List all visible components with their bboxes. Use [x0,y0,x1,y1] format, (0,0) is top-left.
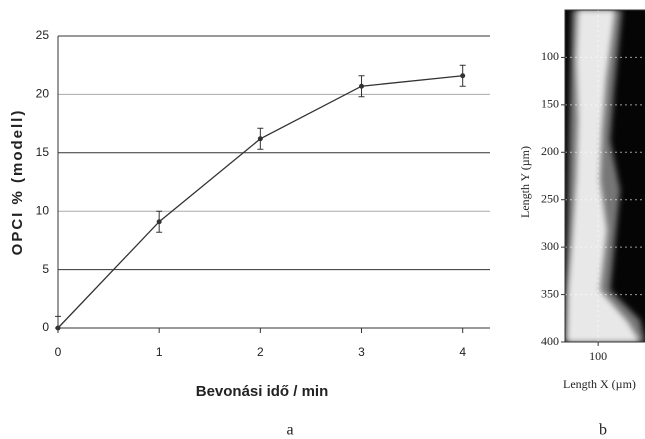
y-tick-label: 150 [541,97,559,111]
panel-label: b [599,422,607,439]
y-tick-label: 20 [36,87,50,101]
y-tick-label: 350 [541,286,559,300]
x-tick-label: 2 [257,345,264,359]
data-point [460,73,466,79]
micrograph [565,10,645,342]
data-point [156,219,162,225]
y-tick-label: 250 [541,191,559,205]
x-tick-label: 1 [156,345,163,359]
panel-label: a [286,422,293,439]
image-frame [564,9,645,343]
y-tick-label: 300 [541,239,559,253]
x-tick-label: 100 [589,349,607,363]
y-tick-label: 5 [42,262,49,276]
x-axis-label: Length X (µm) [563,377,636,391]
x-tick-label: 4 [459,345,466,359]
y-axis-label: OPCI % (modell) [9,109,26,256]
y-axis-label: Length Y (µm) [518,146,532,218]
y-tick-label: 25 [36,28,50,42]
y-tick-label: 15 [36,145,50,159]
data-point [257,136,263,142]
y-tick-label: 100 [541,49,559,63]
y-tick-label: 400 [541,334,559,348]
x-tick-label: 3 [358,345,365,359]
data-point [55,325,61,331]
data-point [359,83,365,89]
y-tick-label: 10 [36,203,50,217]
data-line [57,75,463,329]
x-tick-label: 0 [55,345,62,359]
y-tick-label: 0 [42,320,49,334]
y-tick-label: 200 [541,144,559,158]
x-axis-label: Bevonási idő / min [196,383,329,400]
image-band [567,10,640,342]
